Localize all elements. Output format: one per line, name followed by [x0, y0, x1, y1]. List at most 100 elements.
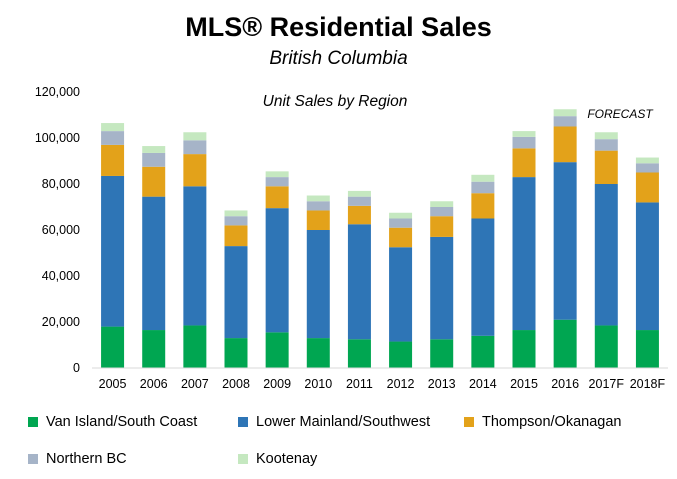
bar-segment — [430, 201, 454, 207]
chart-subtitle: British Columbia — [269, 48, 408, 69]
y-tick-label: 20,000 — [42, 315, 80, 329]
y-tick-label: 80,000 — [42, 177, 80, 191]
y-tick-label: 100,000 — [35, 131, 80, 145]
bar-segment — [635, 172, 659, 203]
bar-segment — [101, 144, 125, 176]
bar-segment — [224, 210, 248, 217]
bar-segment — [101, 175, 125, 327]
bar-segment — [430, 236, 454, 340]
bar-segment — [265, 332, 289, 368]
bar-segment — [347, 339, 371, 368]
bar-segment — [265, 208, 289, 333]
forecast-annotation: FORECAST — [587, 107, 654, 121]
bar-segment — [512, 177, 536, 331]
bar-segment — [224, 216, 248, 226]
x-tick-label: 2006 — [140, 377, 168, 391]
y-axis: 0 20,000 40,000 60,000 80,000 100,000 120,000 — [35, 85, 80, 375]
bar-segment — [553, 109, 577, 117]
legend-label: Kootenay — [256, 451, 318, 467]
bar-segment — [306, 210, 330, 230]
bar-segment — [471, 174, 495, 182]
bar-segment — [553, 162, 577, 320]
x-tick-label: 2015 — [510, 377, 538, 391]
legend-swatch — [238, 454, 248, 464]
legend-item: Lower Mainland/Southwest — [238, 414, 430, 430]
y-tick-label: 120,000 — [35, 85, 80, 99]
bar-segment — [512, 330, 536, 368]
bar-segment — [265, 171, 289, 178]
legend-item: Thompson/Okanagan — [464, 414, 621, 430]
bar-segment — [347, 196, 371, 206]
bar-segment — [471, 193, 495, 219]
bar-segment — [389, 218, 413, 228]
x-tick-label: 2005 — [99, 377, 127, 391]
bar-segment — [347, 190, 371, 197]
bar-segment — [142, 196, 166, 331]
bar-segment — [471, 218, 495, 336]
y-tick-label: 60,000 — [42, 223, 80, 237]
bar-segment — [265, 177, 289, 187]
bar-segment — [430, 339, 454, 368]
legend-item: Kootenay — [238, 451, 317, 467]
legend-swatch — [464, 417, 474, 427]
bar-segment — [553, 319, 577, 368]
bar-segment — [183, 132, 207, 141]
bar-segment — [306, 195, 330, 202]
bar-segment — [594, 150, 618, 184]
bar-segment — [635, 202, 659, 331]
legend-label: Lower Mainland/Southwest — [256, 414, 431, 430]
bar-segment — [471, 181, 495, 194]
bar-segment — [142, 146, 166, 153]
bar-segment — [101, 123, 125, 132]
bar-segment — [635, 157, 659, 164]
bar-segment — [306, 230, 330, 339]
chart-title: MLS® Residential Sales — [185, 12, 492, 42]
bar-segment — [594, 132, 618, 140]
legend-label: Northern BC — [46, 451, 127, 467]
x-tick-label: 2013 — [428, 377, 456, 391]
bar-segment — [512, 136, 536, 149]
legend-item: Northern BC — [28, 451, 127, 467]
bars-group — [101, 109, 659, 368]
x-tick-label: 2007 — [181, 377, 209, 391]
x-axis: 2005 2006 2007 2008 2009 2010 2011 2012 2013 2014… — [92, 367, 668, 391]
x-tick-label: 2011 — [346, 377, 373, 391]
bar-segment — [389, 247, 413, 342]
bar-segment — [306, 338, 330, 368]
bar-segment — [347, 205, 371, 225]
bar-segment — [101, 131, 125, 145]
bar-segment — [142, 152, 166, 167]
bar-segment — [224, 338, 248, 368]
bar-segment — [635, 163, 659, 173]
x-tick-label: 2014 — [469, 377, 497, 391]
bar-segment — [430, 216, 454, 237]
bar-segment — [389, 227, 413, 248]
bar-segment — [553, 126, 577, 163]
bar-segment — [101, 326, 125, 368]
bar-segment — [142, 330, 166, 368]
inner-title: Unit Sales by Region — [263, 93, 408, 110]
bar-segment — [635, 330, 659, 368]
bar-segment — [183, 186, 207, 326]
legend-swatch — [28, 417, 38, 427]
bar-segment — [265, 186, 289, 209]
bar-segment — [183, 154, 207, 187]
bar-segment — [512, 148, 536, 178]
x-tick-label: 2010 — [304, 377, 332, 391]
y-tick-label: 0 — [73, 361, 80, 375]
x-tick-label: 2009 — [263, 377, 291, 391]
bar-segment — [594, 325, 618, 368]
bar-segment — [142, 166, 166, 197]
bar-segment — [183, 325, 207, 368]
bar-segment — [512, 131, 536, 137]
x-tick-label: 2018F — [630, 377, 666, 391]
y-tick-label: 40,000 — [42, 269, 80, 283]
legend-swatch — [28, 454, 38, 464]
bar-segment — [389, 212, 413, 219]
legend-label: Van Island/South Coast — [46, 414, 198, 430]
bar-segment — [347, 224, 371, 340]
bar-segment — [306, 201, 330, 211]
bar-segment — [594, 184, 618, 326]
bar-segment — [224, 225, 248, 247]
